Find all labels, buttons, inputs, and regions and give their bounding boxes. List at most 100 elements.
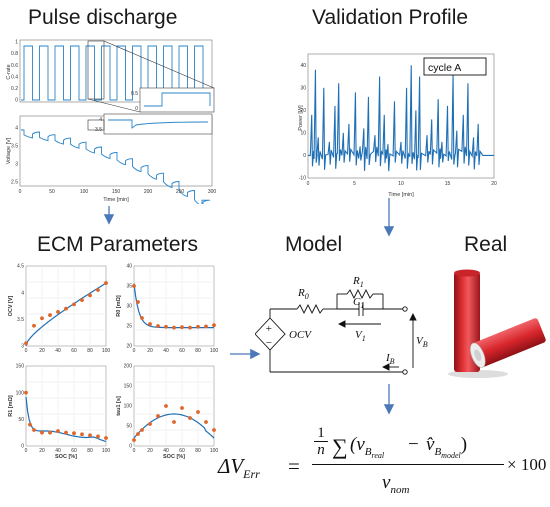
- ocv-data-point: [88, 293, 92, 298]
- r1-xtick-label: 100: [102, 448, 111, 454]
- ocv-subplot: 4.5 4 3.5 30 20 40 60 80 100 OCV [V]: [8, 264, 110, 354]
- pulse-xtick-label: 250: [176, 189, 185, 195]
- r0-ytick-label: 40: [126, 264, 132, 270]
- pulse-discharge-chart: C-rate 10.80.60.40.20 0.5 0 Voltage [V] …: [6, 40, 217, 204]
- tau-data-point: [196, 410, 200, 414]
- tau-data-point: [172, 420, 176, 424]
- r1-data-point: [72, 431, 76, 436]
- ocv-data-point: [40, 316, 44, 321]
- ocv-ytick-label: 4.5: [17, 264, 24, 270]
- crate-yticks: 1 0.8 0.6 0.4 0.2 0: [11, 40, 18, 104]
- tau-data-point: [204, 420, 208, 424]
- negative-terminal: [402, 369, 408, 375]
- r1-xlabel: SOC [%]: [55, 454, 77, 460]
- r1-xtick-label: 60: [71, 448, 77, 454]
- tau-data-point: [148, 422, 152, 426]
- r1-data-point: [96, 434, 100, 439]
- source-plus: +: [265, 323, 272, 335]
- model-voltage-term: v̂Bmodel): [426, 434, 468, 460]
- pulse-xtick-label: 300: [208, 189, 217, 195]
- validation-xtick-label: 15: [445, 181, 451, 187]
- r0-ylabel: R0 [mΩ]: [116, 295, 122, 317]
- voltage-ylabel: Voltage [V]: [6, 137, 12, 164]
- r1-data-point: [80, 432, 84, 437]
- crate-ytick-label: 0: [15, 98, 18, 104]
- ocv-xtick-label: 40: [55, 348, 61, 354]
- r0-data-point: [164, 324, 168, 329]
- vb-label: VB: [416, 335, 428, 349]
- ocv-xtick-label: 100: [102, 348, 111, 354]
- r0-xtick-label: 0: [133, 348, 136, 354]
- pulse-xtick-label: 100: [80, 189, 89, 195]
- inner-frac-denominator: n: [317, 442, 325, 458]
- tau-xtick-label: 100: [210, 448, 219, 454]
- source-minus: −: [265, 337, 272, 349]
- r0-data-point: [172, 325, 176, 330]
- tau-axes: [133, 365, 215, 447]
- r0-data-point: [212, 323, 216, 328]
- r1-data-point: [32, 428, 36, 432]
- pulse-xlabel: Time [min]: [103, 197, 129, 203]
- r0-data-point: [140, 316, 144, 320]
- tau-data-point: [188, 416, 192, 420]
- validation-profile-title: Validation Profile: [312, 6, 469, 29]
- ocv-label: OCV: [289, 329, 312, 341]
- r1-label: R1: [352, 275, 364, 289]
- pulse-xtick-label: 150: [112, 189, 121, 195]
- error-equation: ΔVErr = 1 n ∑ (vBreal − v̂Bmodel) vnom ×…: [214, 424, 548, 504]
- r0-xtick-label: 40: [163, 348, 169, 354]
- crate-zoom-inset: [139, 87, 215, 113]
- crate-ytick-label: 0.6: [11, 63, 18, 69]
- crate-inset-line: [144, 92, 211, 107]
- crate-ytick-label: 0.4: [11, 74, 18, 80]
- r1-ytick-label: 100: [16, 390, 25, 396]
- r0-data-point: [132, 284, 136, 288]
- equivalent-circuit: + − OCV R0 R1 C1 V1 VB IB: [255, 275, 428, 375]
- r1-data-point: [64, 430, 68, 435]
- ocv-xtick-label: 80: [87, 348, 93, 354]
- voltage-ytick-label: 4: [15, 126, 18, 132]
- times-hundred: × 100: [507, 455, 547, 474]
- voltage-ytick-label: 2.5: [11, 180, 18, 186]
- r0-xtick-label: 100: [210, 348, 219, 354]
- r0-ytick-label: 20: [126, 344, 132, 350]
- tau-ylabel: tau1 [s]: [116, 396, 122, 416]
- ocv-xtick-label: 60: [71, 348, 77, 354]
- r0-data-point: [188, 325, 192, 330]
- crate-ytick-label: 0.2: [11, 86, 18, 92]
- tau-ytick-label: 150: [124, 384, 133, 390]
- validation-ytick-label: 40: [300, 63, 306, 69]
- sum-symbol: ∑: [332, 434, 348, 459]
- equation-denominator: vnom: [382, 472, 410, 496]
- r1-data-point: [56, 429, 60, 433]
- crate-ylabel: C-rate: [6, 64, 12, 79]
- r1-xtick-label: 20: [39, 448, 45, 454]
- ecm-parameters-title: ECM Parameters: [37, 233, 199, 256]
- upright-battery-top: [454, 269, 480, 277]
- crate-ytick-label: 0.8: [11, 51, 18, 57]
- ocv-ytick-label: 3.5: [17, 317, 24, 323]
- validation-ylabel: Power [W]: [298, 105, 304, 131]
- r1-data-point: [104, 436, 108, 440]
- tau-xtick-label: 20: [147, 448, 153, 454]
- fraction-bar: [312, 464, 504, 465]
- battery-cells-image: [448, 269, 546, 378]
- r0-ytick-label: 30: [126, 304, 132, 310]
- r0-data-point: [156, 324, 160, 328]
- r0-axes: [133, 265, 215, 347]
- tau-xtick-label: 40: [163, 448, 169, 454]
- tau-xtick-label: 0: [133, 448, 136, 454]
- zoom-connector-line: [103, 40, 215, 89]
- r1-data-point: [88, 433, 92, 438]
- r1-resistor: [346, 288, 374, 300]
- inset-top-tick-0: 0.5: [131, 91, 138, 97]
- pulse-discharge-title: Pulse discharge: [28, 6, 178, 29]
- c1-label: C1: [353, 296, 364, 310]
- validation-ytick-label: 30: [300, 86, 306, 92]
- r1-data-point: [48, 430, 52, 435]
- r0-xtick-label: 60: [179, 348, 185, 354]
